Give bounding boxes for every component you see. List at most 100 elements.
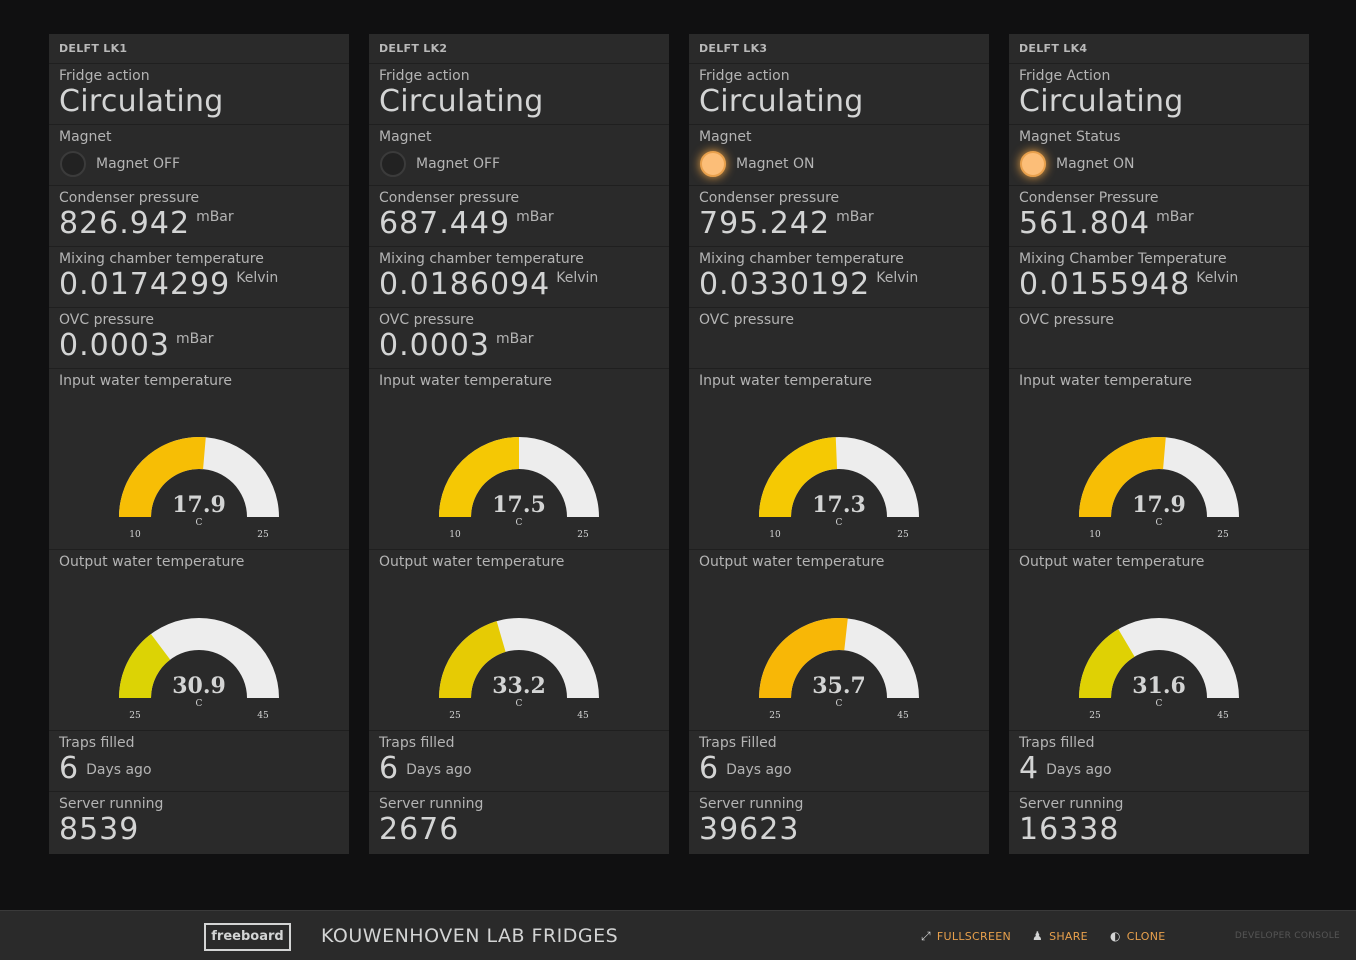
- output-water-gauge-widget: 31.6 C 25 45 Output water temperature: [1009, 549, 1309, 730]
- indicator-light: [1020, 151, 1046, 177]
- widget-title: Output water temperature: [1019, 554, 1205, 570]
- condenser-pressure-widget: Condenser Pressure 561.804 mBar: [1009, 185, 1309, 246]
- traps-filled-value: 4: [1019, 751, 1039, 786]
- gauge-svg: 30.9C 25 45: [119, 618, 279, 721]
- output-water-gauge-widget: 30.9 C 25 45 Output water temperature: [49, 549, 349, 730]
- ovc-pressure-widget: OVC pressure 0.0003 mBar: [369, 307, 669, 368]
- fridge-action-value: Circulating: [1019, 84, 1184, 119]
- widget-title: Input water temperature: [699, 373, 873, 389]
- gauge-max-label: 45: [1217, 711, 1229, 721]
- fullscreen-button[interactable]: ⤢ FULLSCREEN: [921, 929, 1011, 944]
- gauge: 33.2 C 25 45: [369, 550, 669, 730]
- server-running-widget: Server running 8539: [49, 791, 349, 853]
- gauge-units: C: [516, 699, 523, 709]
- units-label: Days ago: [1046, 762, 1112, 778]
- traps-filled-widget: Traps filled 6 Days ago: [369, 730, 669, 791]
- widget-title: Fridge action: [699, 68, 790, 84]
- gauge-svg: 17.9C 10 25: [119, 437, 279, 540]
- fridge-action-widget: Fridge action Circulating: [369, 63, 669, 124]
- gauge-units: C: [836, 518, 843, 528]
- pane-title: DELFT LK2: [379, 42, 448, 55]
- gauge-min-label: 10: [449, 530, 461, 540]
- expand-icon: ⤢: [921, 929, 931, 943]
- gauge: 17.9 C 10 25: [49, 369, 349, 549]
- gauge-min-label: 10: [129, 530, 141, 540]
- ovc-pressure-widget: OVC pressure: [689, 307, 989, 368]
- condenser-pressure-value: 826.942: [59, 206, 191, 241]
- gauge: 31.6 C 25 45: [1009, 550, 1309, 730]
- widget-title: OVC pressure: [59, 312, 155, 328]
- server-running-value: 8539: [59, 812, 140, 847]
- clone-button[interactable]: ◐ CLONE: [1110, 929, 1166, 943]
- input-water-gauge-widget: 17.9 C 10 25 Input water temperature: [49, 368, 349, 549]
- gauge-units: C: [196, 699, 203, 709]
- pane-title: DELFT LK3: [699, 42, 768, 55]
- widget-title: Condenser pressure: [699, 190, 840, 206]
- widget-title: Fridge action: [379, 68, 470, 84]
- gauge-units: C: [1156, 699, 1163, 709]
- widget-title: Fridge action: [59, 68, 150, 84]
- gauge-max-label: 45: [897, 711, 909, 721]
- widget-title: Traps filled: [59, 735, 135, 751]
- units-label: Kelvin: [1196, 270, 1239, 286]
- condenser-pressure-value: 687.449: [379, 206, 511, 241]
- gauge-fill: [439, 621, 506, 698]
- clone-label: CLONE: [1126, 929, 1166, 943]
- gauge: 17.9 C 10 25: [1009, 369, 1309, 549]
- units-label: Kelvin: [556, 270, 599, 286]
- mixing-chamber-value: 0.0174299: [59, 267, 231, 302]
- units-label: mBar: [196, 209, 234, 225]
- indicator-light: [700, 151, 726, 177]
- widget-title: Input water temperature: [379, 373, 553, 389]
- input-water-gauge-widget: 17.9 C 10 25 Input water temperature: [1009, 368, 1309, 549]
- widget-title: Magnet Status: [1019, 129, 1121, 145]
- server-running-value: 39623: [699, 812, 800, 847]
- gauge-max-label: 45: [577, 711, 589, 721]
- units-label: mBar: [1156, 209, 1194, 225]
- widget-title: OVC pressure: [1019, 312, 1115, 328]
- dashboard-title: KOUWENHOVEN LAB FRIDGES: [321, 925, 619, 947]
- widget-title: Output water temperature: [59, 554, 245, 570]
- widget-title: OVC pressure: [379, 312, 475, 328]
- traps-filled-value: 6: [699, 751, 719, 786]
- ovc-pressure-widget: OVC pressure 0.0003 mBar: [49, 307, 349, 368]
- gauge-fill: [439, 437, 519, 517]
- indicator-label: Magnet OFF: [416, 156, 501, 172]
- input-water-gauge-widget: 17.5 C 10 25 Input water temperature: [369, 368, 669, 549]
- developer-console-link[interactable]: DEVELOPER CONSOLE: [1234, 931, 1340, 941]
- widget-title: Input water temperature: [59, 373, 233, 389]
- units-label: mBar: [836, 209, 874, 225]
- units-label: Days ago: [406, 762, 472, 778]
- gauge: 30.9 C 25 45: [49, 550, 349, 730]
- fridge-action-value: Circulating: [699, 84, 864, 119]
- widget-title: Magnet: [379, 129, 432, 145]
- pane-title: DELFT LK1: [59, 42, 128, 55]
- widget-title: Traps Filled: [699, 735, 777, 751]
- pane-title: DELFT LK4: [1019, 42, 1088, 55]
- gauge-min-label: 25: [129, 711, 141, 721]
- units-label: Days ago: [86, 762, 152, 778]
- mixing-chamber-value: 0.0186094: [379, 267, 551, 302]
- widget-title: Fridge Action: [1019, 68, 1111, 84]
- widget-title: Magnet: [59, 129, 112, 145]
- share-label: SHARE: [1049, 929, 1088, 943]
- widget-title: Mixing chamber temperature: [59, 251, 264, 267]
- gauge-min-label: 10: [769, 530, 781, 540]
- condenser-pressure-value: 795.242: [699, 206, 831, 241]
- gauge-fill: [759, 437, 838, 517]
- gauge-min-label: 25: [1089, 711, 1101, 721]
- gauge-max-label: 25: [1217, 530, 1229, 540]
- pane-lk3: DELFT LK3 Fridge action Circulating Magn…: [689, 34, 989, 854]
- gauge-min-label: 25: [769, 711, 781, 721]
- mixing-chamber-widget: Mixing chamber temperature 0.0186094 Kelv…: [369, 246, 669, 307]
- share-button[interactable]: ♟ SHARE: [1032, 929, 1088, 943]
- mixing-chamber-widget: Mixing chamber temperature 0.0174299 Kelv…: [49, 246, 349, 307]
- units-label: Kelvin: [236, 270, 279, 286]
- gauge-svg: 35.7C 25 45: [759, 618, 919, 721]
- condenser-pressure-widget: Condenser pressure 687.449 mBar: [369, 185, 669, 246]
- gauge-fill: [119, 437, 206, 517]
- magnet-widget: Magnet Magnet OFF: [49, 124, 349, 185]
- half-circle-icon: ◐: [1110, 929, 1121, 943]
- freeboard-logo[interactable]: freeboard: [204, 923, 291, 951]
- gauge-value: 17.5: [492, 492, 546, 518]
